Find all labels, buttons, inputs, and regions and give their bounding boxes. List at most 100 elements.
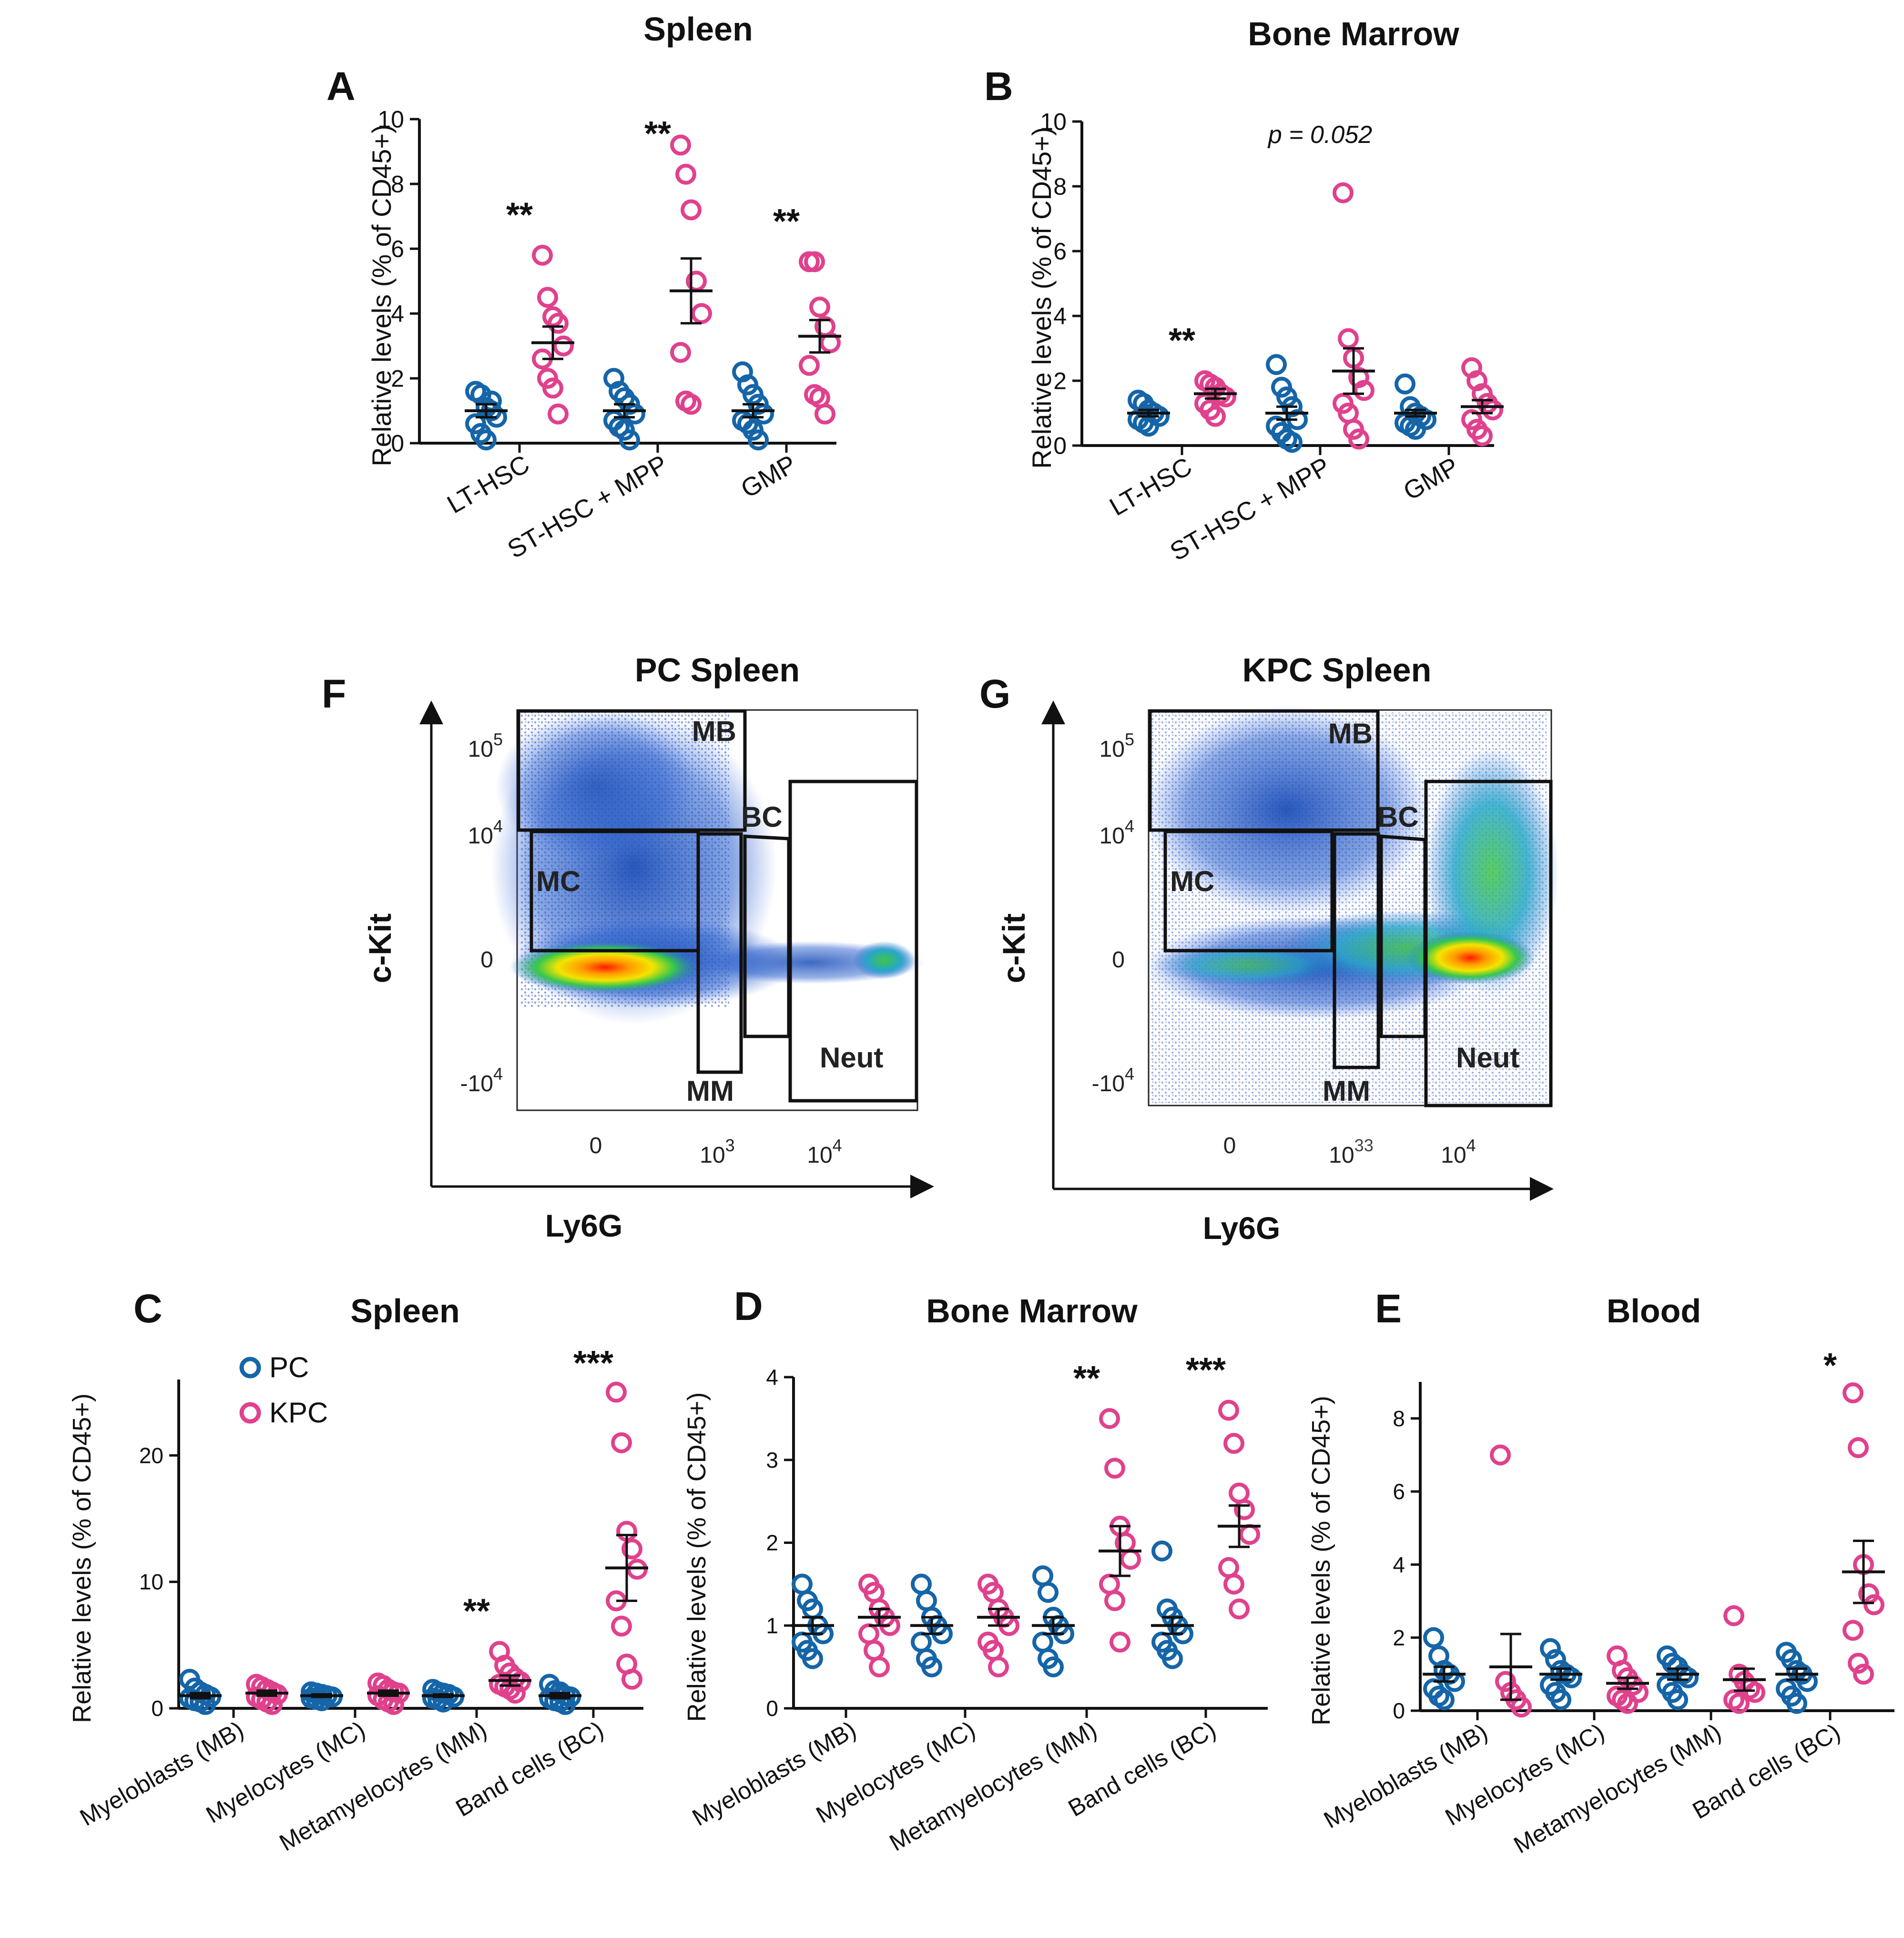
point-g-pc-2-4 <box>1678 1667 1699 1688</box>
point-g-kpc-2-6 <box>1729 1693 1750 1714</box>
point-g-kpc-3-1 <box>1848 1437 1869 1458</box>
point-b-kpc-1-1 <box>1338 328 1359 349</box>
point-b-pc-1-0 <box>1266 354 1287 375</box>
point-a-pc-0-7 <box>476 429 497 451</box>
point-a-kpc-0-7 <box>542 377 563 399</box>
point-g-kpc-2-0 <box>1723 1605 1744 1626</box>
point-f-kpc-2-6 <box>1104 1590 1125 1612</box>
y-tick-label-f-3: 3 <box>766 1448 778 1472</box>
panel-title-b: Bone Marrow <box>1248 15 1459 52</box>
gate-mc-d <box>1163 830 1334 953</box>
point-b-pc-1-8 <box>1282 432 1303 453</box>
gate-neut-c <box>788 780 918 1103</box>
point-b-kpc-0-4 <box>1215 386 1236 407</box>
y-tick-label-g-4: 8 <box>1393 1406 1405 1431</box>
point-g-kpc-3-0 <box>1843 1382 1863 1403</box>
point-f-kpc-3-6 <box>1223 1573 1244 1595</box>
x-tick-c-2: 104 <box>807 1136 842 1168</box>
x-tick-label-a-0: LT-HSC <box>442 449 534 519</box>
flow-plot-c: MB MC BC MM Neut c-Kit Ly6G 105 104 0 -1… <box>362 700 934 1243</box>
legend-marker-kpc <box>239 1402 261 1424</box>
panel-letter-a: A <box>326 64 356 109</box>
y-tick-d-3: -104 <box>1092 1064 1134 1096</box>
y-tick-label-b-3: 6 <box>1053 238 1067 265</box>
panel-letter-g: E <box>1375 1286 1402 1331</box>
point-a-kpc-0-4 <box>553 335 574 356</box>
y-tick-label-a-0: 0 <box>391 430 404 457</box>
significance-e-3: *** <box>573 1344 613 1382</box>
point-f-kpc-1-7 <box>988 1656 1009 1678</box>
y-tick-label-g-0: 0 <box>1393 1698 1405 1723</box>
point-a-pc-1-8 <box>619 429 640 451</box>
point-a-kpc-2-2 <box>809 296 830 318</box>
point-f-kpc-0-7 <box>869 1656 890 1678</box>
gate-label-mb-d: MB <box>1328 718 1373 750</box>
y-tick-d-1: 104 <box>1100 816 1134 849</box>
point-a-kpc-2-8 <box>815 403 835 425</box>
point-g-kpc-0-4 <box>1511 1696 1532 1718</box>
point-f-pc-1-7 <box>921 1656 942 1678</box>
x-tick-label-e-2: Metamyelocytes (MM) <box>275 1716 491 1856</box>
point-b-pc-2-7 <box>1405 419 1426 440</box>
significance-e-2: ** <box>463 1593 490 1631</box>
point-g-kpc-3-6 <box>1848 1653 1869 1674</box>
x-axis-label-c: Ly6G <box>545 1208 623 1243</box>
point-a-kpc-0-0 <box>532 244 553 266</box>
point-g-pc-1-0 <box>1540 1638 1561 1659</box>
point-g-kpc-3-7 <box>1853 1664 1874 1685</box>
x-tick-label-f-2: Metamyelocytes (MM) <box>885 1716 1101 1856</box>
point-a-kpc-1-4 <box>691 303 712 324</box>
significance-a-1: ** <box>644 115 671 153</box>
point-g-kpc-0-1 <box>1495 1671 1516 1692</box>
gate-label-mm-c: MM <box>686 1075 734 1107</box>
point-e-kpc-3-0 <box>606 1381 627 1403</box>
y-axis-label-d: c-Kit <box>996 913 1031 984</box>
point-b-kpc-1-8 <box>1348 428 1369 450</box>
y-tick-label-b-0: 0 <box>1053 433 1067 459</box>
y-tick-label-f-2: 2 <box>766 1531 778 1555</box>
flow-left-band-d <box>1153 944 1344 986</box>
gate-label-neut-d: Neut <box>1456 1042 1519 1074</box>
y-tick-label-g-1: 2 <box>1393 1625 1405 1650</box>
gate-mm-d <box>1333 832 1380 1069</box>
point-f-pc-2-0 <box>1032 1565 1053 1586</box>
y-tick-label-f-0: 0 <box>766 1696 778 1721</box>
panel-title-f: Bone Marrow <box>926 1292 1138 1329</box>
y-tick-c-0: 105 <box>468 730 503 762</box>
point-f-kpc-2-1 <box>1104 1458 1125 1479</box>
panel-letter-b: B <box>984 64 1013 109</box>
panel-letter-d: G <box>979 671 1010 716</box>
significance-f-3: *** <box>1186 1351 1226 1390</box>
gate-label-mm-d: MM <box>1323 1075 1370 1107</box>
point-b-kpc-1-0 <box>1333 182 1354 203</box>
y-tick-label-b-5: 10 <box>1040 109 1067 135</box>
point-b-kpc-1-4 <box>1354 380 1375 401</box>
x-tick-label-b-2: GMP <box>1398 452 1464 506</box>
y-tick-label-a-4: 8 <box>391 171 404 198</box>
point-f-pc-2-1 <box>1038 1582 1059 1603</box>
x-tick-d-0: 0 <box>1223 1133 1236 1158</box>
point-g-kpc-3-5 <box>1843 1620 1863 1641</box>
panel-letter-c: F <box>322 671 346 716</box>
point-e-kpc-3-1 <box>611 1432 632 1453</box>
y-tick-label-b-1: 2 <box>1053 368 1067 395</box>
point-f-kpc-0-6 <box>864 1640 885 1661</box>
gate-neut-d <box>1424 780 1553 1107</box>
point-f-pc-2-5 <box>1032 1632 1053 1653</box>
y-tick-label-g-3: 6 <box>1393 1479 1405 1504</box>
point-f-pc-3-0 <box>1151 1540 1172 1562</box>
point-f-pc-3-7 <box>1162 1648 1183 1669</box>
gate-label-mb-c: MB <box>692 715 736 747</box>
point-f-kpc-3-2 <box>1229 1482 1250 1504</box>
point-b-pc-2-0 <box>1395 373 1415 395</box>
point-f-pc-1-1 <box>916 1590 937 1612</box>
point-a-kpc-1-7 <box>681 394 702 415</box>
point-b-kpc-2-7 <box>1472 425 1493 446</box>
panel-title-e: Spleen <box>350 1292 460 1329</box>
point-f-pc-0-0 <box>792 1573 813 1595</box>
point-f-kpc-3-3 <box>1234 1499 1255 1520</box>
